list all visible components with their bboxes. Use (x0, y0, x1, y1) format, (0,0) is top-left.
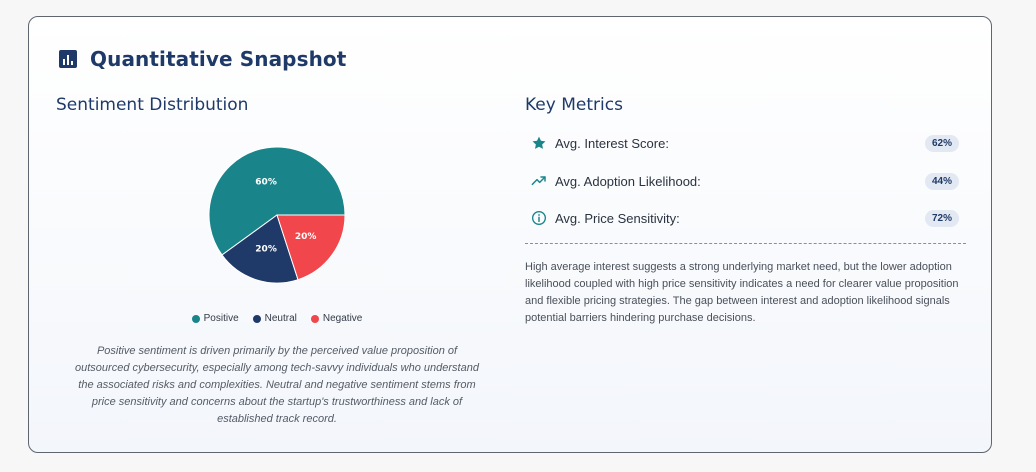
sentiment-section-title: Sentiment Distribution (56, 95, 249, 115)
legend-swatch (191, 314, 200, 323)
legend-item-positive: Positive (191, 313, 239, 324)
legend-swatch (310, 314, 319, 323)
metric-row-price-sensitivity: Avg. Price Sensitivity: 72% (531, 208, 959, 228)
card-header: Quantitative Snapshot (59, 47, 346, 71)
metric-value-badge: 44% (924, 172, 959, 190)
info-icon (532, 211, 546, 225)
pie-slice-negative (276, 214, 346, 281)
pie-data-label: 20% (255, 245, 277, 255)
legend-label: Neutral (264, 313, 297, 324)
card-title: Quantitative Snapshot (90, 47, 347, 71)
metric-label: Avg. Interest Score: (555, 135, 669, 151)
metric-row-interest: Avg. Interest Score: 62% (531, 133, 959, 153)
sentiment-pie-chart: 60% 20% 20% (208, 146, 346, 284)
metric-label: Avg. Adoption Likelihood: (555, 173, 701, 189)
metrics-summary: High average interest suggests a strong … (525, 261, 959, 324)
metric-value-badge: 72% (924, 209, 959, 227)
quantitative-snapshot-card: Quantitative Snapshot Sentiment Distribu… (28, 16, 992, 453)
pie-slice-positive (208, 146, 346, 256)
pie-data-label: 20% (295, 232, 317, 242)
legend-item-neutral: Neutral (252, 313, 297, 324)
pie-data-label: 60% (255, 177, 277, 187)
trending-up-icon (531, 176, 546, 186)
legend-label: Negative (322, 313, 363, 324)
metrics-divider (525, 243, 966, 244)
chart-legend: Positive Neutral Negative (29, 313, 525, 324)
legend-swatch (252, 314, 261, 323)
legend-item-negative: Negative (310, 313, 363, 324)
metrics-section-title: Key Metrics (525, 95, 623, 115)
star-icon (532, 136, 546, 149)
legend-label: Positive (203, 313, 239, 324)
metric-value-badge: 62% (924, 134, 959, 152)
metric-row-adoption: Avg. Adoption Likelihood: 44% (531, 171, 959, 191)
pie-slice-neutral (221, 214, 299, 284)
bar-chart-icon (59, 50, 77, 68)
sentiment-caption: Positive sentiment is driven primarily b… (75, 345, 479, 425)
metric-label: Avg. Price Sensitivity: (555, 210, 680, 226)
